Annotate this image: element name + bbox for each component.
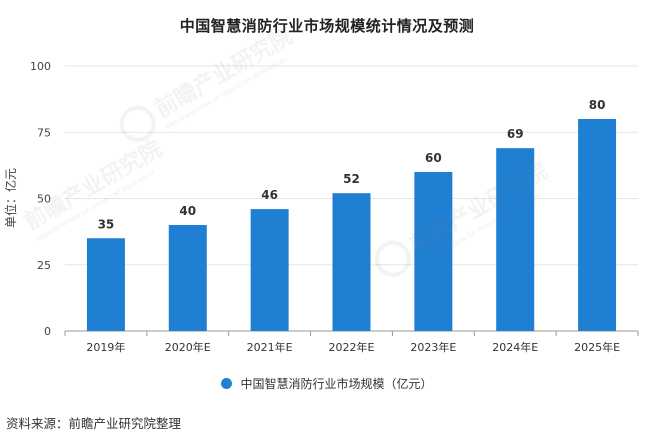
y-tick-label: 25 [37,259,51,272]
bar [332,193,371,331]
y-tick-label: 100 [30,60,51,73]
source-note: 资料来源：前瞻产业研究院整理 [6,416,182,431]
x-tick-label: 2022年E [329,340,375,354]
bar [578,119,617,331]
x-tick-label: 2023年E [410,340,456,354]
x-tick-label: 2024年E [492,340,538,354]
legend-marker [221,378,233,389]
data-label: 46 [261,188,278,202]
y-axis-title: 单位：亿元 [3,168,18,228]
bar [250,209,289,331]
bar [86,238,125,331]
data-label: 35 [98,217,115,231]
legend: 中国智慧消防行业市场规模（亿元） [0,375,654,392]
y-tick-label: 75 [37,126,51,139]
data-label: 69 [507,127,524,141]
data-label: 80 [589,98,606,112]
x-tick-label: 2025年E [574,340,620,354]
x-tick-label: 2021年E [247,340,293,354]
y-tick-label: 0 [44,325,51,338]
legend-label: 中国智慧消防行业市场规模（亿元） [240,377,433,391]
x-tick-label: 2019年 [86,340,125,354]
x-tick-label: 2020年E [165,340,211,354]
chart-title: 中国智慧消防行业市场规模统计情况及预测 [179,17,475,35]
bar [414,172,453,331]
y-tick-label: 50 [37,193,51,206]
bar [496,148,535,331]
data-label: 40 [179,204,196,218]
bar [168,225,207,331]
data-label: 52 [343,172,360,186]
data-label: 60 [425,151,442,165]
data-labels: 35 40 46 52 60 69 80 [98,98,606,231]
axes: 0 25 50 75 100 2019年 2020年E 2021年E 2022年E 2023年E 2… [30,60,639,354]
bars [86,119,617,331]
